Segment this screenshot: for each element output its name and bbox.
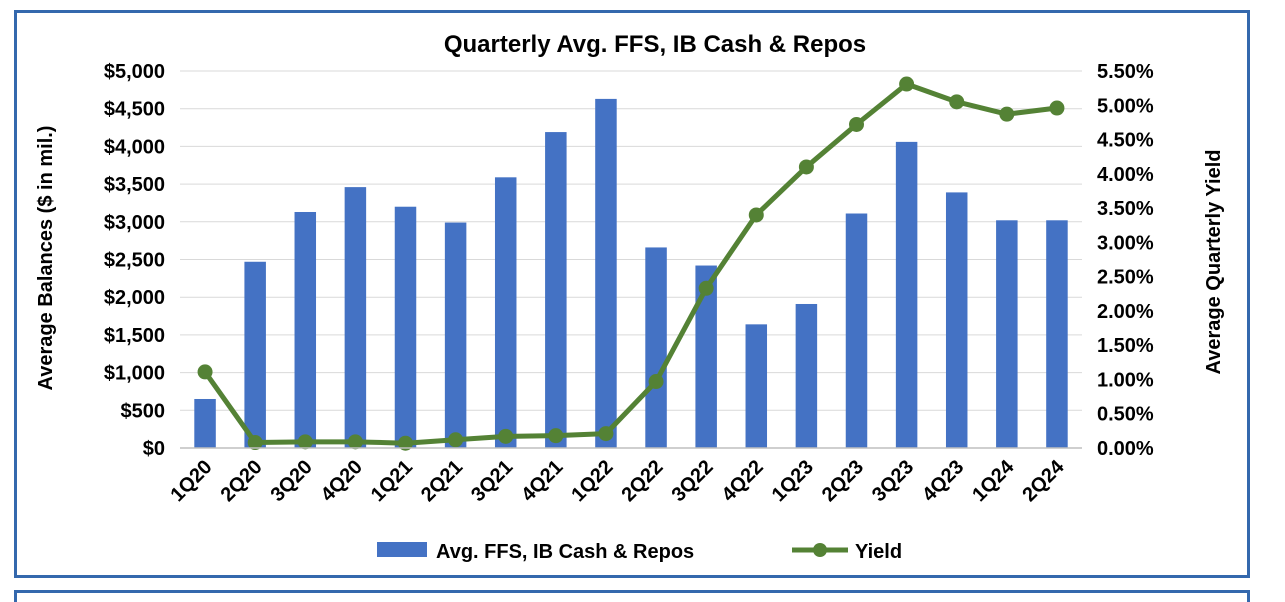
gridlines: [180, 70, 1082, 411]
y2-tick-label: 3.00%: [1097, 232, 1154, 254]
yield-point: [849, 116, 864, 132]
x-tick-label: 2Q22: [617, 456, 667, 506]
legend-line-marker: [813, 543, 827, 557]
yield-point: [598, 426, 614, 442]
yield-point: [999, 106, 1015, 122]
bar: [494, 177, 517, 448]
x-tick-label: 2Q20: [217, 456, 267, 506]
yield-point: [698, 280, 714, 296]
yield-line: [203, 81, 1058, 446]
bar: [1046, 220, 1068, 448]
bar: [394, 206, 417, 448]
yield-point: [498, 428, 514, 444]
yield-point: [548, 428, 564, 444]
bar: [895, 141, 918, 448]
x-tick-label: 1Q20: [166, 456, 216, 506]
bar: [745, 324, 768, 448]
y-tick-label: $2,500: [104, 250, 165, 272]
x-tick-label: 3Q21: [467, 456, 517, 506]
y2-tick-label: 3.50%: [1097, 198, 1154, 220]
legend-bar-swatch: [377, 542, 427, 557]
yield-point: [297, 434, 313, 450]
y-tick-label: $500: [121, 400, 166, 422]
x-tick-label: 1Q21: [367, 456, 417, 506]
x-tick-label: 2Q24: [1018, 455, 1069, 506]
yield-point: [648, 374, 664, 390]
yield-point: [949, 94, 965, 110]
y2-tick-label: 5.50%: [1097, 61, 1154, 83]
y2-tick-label: 2.50%: [1097, 267, 1154, 289]
bar: [996, 220, 1018, 448]
x-tick-label: 1Q24: [968, 455, 1019, 506]
y-axis-label: Average Balances ($ in mil.): [35, 126, 57, 391]
yield-point: [1049, 100, 1065, 116]
bar: [695, 265, 717, 448]
y2-tick-label: 1.50%: [1097, 335, 1154, 357]
bar: [244, 261, 266, 448]
yield-point: [347, 434, 363, 450]
x-tick-label: 4Q23: [918, 456, 968, 506]
x-tick-label: 1Q22: [567, 456, 617, 506]
yield-point: [197, 364, 213, 380]
bar: [344, 187, 367, 448]
x-tick-label: 4Q22: [718, 456, 768, 506]
bar: [945, 192, 968, 448]
yield-point: [398, 435, 413, 451]
y-tick-label: $4,500: [104, 99, 165, 121]
y2-tick-label: 0.00%: [1097, 438, 1154, 460]
bar: [645, 247, 667, 448]
x-tick-label: 4Q20: [317, 456, 367, 506]
y-tick-label: $3,000: [104, 212, 165, 234]
y2-tick-label: 1.00%: [1097, 369, 1154, 391]
y-tick-label: $1,000: [104, 363, 165, 385]
y-tick-label: $0: [143, 438, 165, 460]
bottom-panel-edge: [14, 590, 1250, 602]
bar: [595, 98, 617, 448]
y-tick-label: $3,500: [104, 174, 165, 196]
chart-frame: [14, 10, 1250, 578]
yield-point: [748, 207, 764, 223]
y-tick-label: $5,000: [104, 61, 165, 83]
yield-point: [798, 159, 814, 175]
x-tick-label: 2Q23: [818, 456, 868, 506]
legend-bar-label: Avg. FFS, IB Cash & Repos: [436, 541, 694, 563]
bar: [545, 132, 567, 448]
legend-line-label: Yield: [855, 541, 902, 563]
bar: [194, 398, 216, 448]
y2-tick-label: 5.00%: [1097, 95, 1154, 117]
y2-tick-label: 0.50%: [1097, 404, 1154, 426]
yield-point: [899, 76, 915, 92]
y2-tick-label: 4.50%: [1097, 130, 1154, 152]
x-tick-label: 1Q23: [768, 456, 818, 506]
y2-tick-label: 4.00%: [1097, 164, 1154, 186]
y-tick-label: $4,000: [104, 136, 165, 158]
bar: [444, 222, 467, 448]
y2-axis-label: Average Quarterly Yield: [1203, 150, 1225, 375]
y-tick-label: $2,000: [104, 287, 165, 309]
x-tick-label: 2Q21: [417, 456, 467, 506]
bar-series: [194, 98, 1068, 448]
yield-point: [448, 432, 464, 448]
line-series: [197, 76, 1065, 451]
y2-tick-label: 2.00%: [1097, 301, 1154, 323]
bar: [294, 211, 317, 448]
bar: [795, 303, 818, 448]
x-tick-label: 3Q20: [267, 456, 317, 506]
legend: Avg. FFS, IB Cash & Repos Yield: [377, 541, 902, 563]
x-tick-label: 3Q23: [868, 456, 918, 506]
yield-point: [247, 435, 263, 451]
bar: [845, 213, 868, 448]
chart-title: Quarterly Avg. FFS, IB Cash & Repos: [444, 31, 866, 58]
x-tick-label: 4Q21: [517, 456, 567, 506]
y-tick-label: $1,500: [104, 325, 165, 347]
x-tick-label: 3Q22: [668, 456, 718, 506]
